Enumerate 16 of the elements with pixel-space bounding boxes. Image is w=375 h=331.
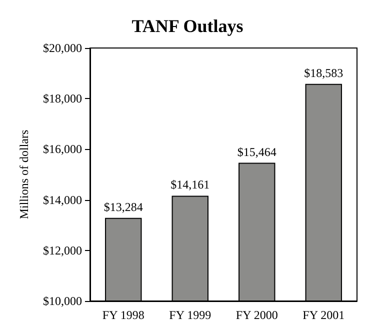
data-label: $18,583 xyxy=(304,66,344,80)
y-axis-title: Millions of dollars xyxy=(17,130,31,220)
y-tick-label: $18,000 xyxy=(43,92,82,106)
y-tick-label: $16,000 xyxy=(43,142,82,156)
x-tick-label: FY 1999 xyxy=(169,308,212,322)
y-tick-label: $14,000 xyxy=(43,192,82,207)
x-tick-label: FY 2000 xyxy=(236,308,278,322)
chart-title: TANF Outlays xyxy=(132,16,244,36)
y-tick-label: $12,000 xyxy=(43,243,82,258)
data-label: $15,464 xyxy=(237,144,276,159)
data-label: $13,284 xyxy=(104,200,143,214)
x-tick-label: FY 2001 xyxy=(302,308,345,322)
x-tick-label: FY 1998 xyxy=(102,308,144,322)
data-label: $14,161 xyxy=(170,178,210,192)
y-tick-label: $10,000 xyxy=(43,294,82,308)
y-tick-label: $20,000 xyxy=(43,41,82,55)
